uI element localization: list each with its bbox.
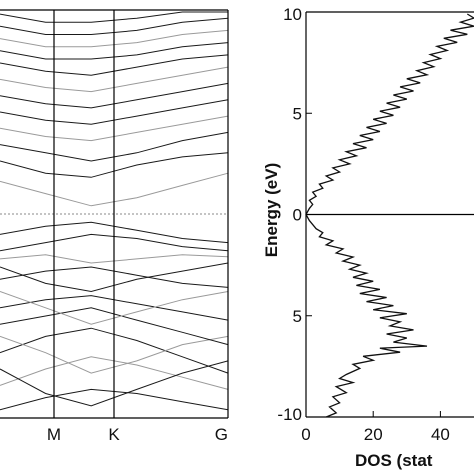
dos-y-tick-label: 5 (293, 307, 302, 326)
dos-x-tick-label: 0 (301, 425, 310, 444)
dos-x-tick-label: 40 (431, 425, 450, 444)
band-x-tick-label: G (215, 425, 228, 444)
y-axis-title: Energy (eV) (262, 163, 281, 257)
x-axis-title: DOS (stat (355, 451, 433, 470)
dos-x-tick-label: 20 (364, 425, 383, 444)
band-structure-panel (0, 9, 229, 419)
dos-y-tick-label: 5 (293, 104, 302, 123)
dos-y-tick-label: 0 (293, 206, 302, 225)
dos-y-tick-label: -10 (277, 405, 302, 424)
dos-panel (305, 11, 474, 418)
band-x-tick-label: M (47, 425, 61, 444)
dos-y-tick-label: 10 (283, 5, 302, 24)
dos-curve (305, 13, 474, 418)
band-x-tick-label: K (108, 425, 120, 444)
